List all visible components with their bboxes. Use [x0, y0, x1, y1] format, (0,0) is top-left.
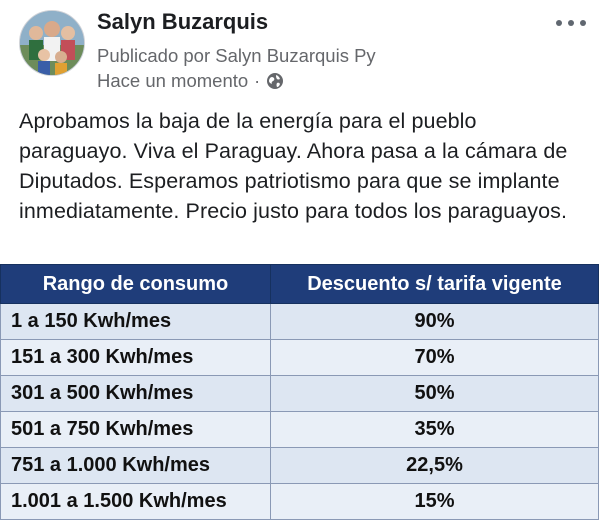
- discount-cell: 90%: [270, 303, 599, 340]
- discount-cell: 70%: [270, 339, 599, 376]
- post-meta: Hace un momento ·: [97, 70, 284, 92]
- avatar-photo: [20, 11, 84, 75]
- post-text: Aprobamos la baja de la energía para el …: [19, 109, 568, 223]
- discount-table-image: Rango de consumo Descuento s/ tarifa vig…: [0, 264, 600, 520]
- table-row: 151 a 300 Kwh/mes 70%: [0, 339, 599, 376]
- table-row: 301 a 500 Kwh/mes 50%: [0, 375, 599, 412]
- header-discount: Descuento s/ tarifa vigente: [270, 264, 599, 304]
- author-name[interactable]: Salyn Buzarquis: [97, 9, 269, 34]
- table-header-row: Rango de consumo Descuento s/ tarifa vig…: [0, 264, 599, 304]
- range-cell: 301 a 500 Kwh/mes: [0, 375, 271, 412]
- header-range: Rango de consumo: [0, 264, 271, 304]
- range-cell: 751 a 1.000 Kwh/mes: [0, 447, 271, 484]
- table-row: 1.001 a 1.500 Kwh/mes 15%: [0, 483, 599, 520]
- post-header: Salyn Buzarquis Publicado por Salyn Buza…: [0, 0, 600, 100]
- discount-table: Rango de consumo Descuento s/ tarifa vig…: [0, 264, 599, 520]
- discount-cell: 50%: [270, 375, 599, 412]
- globe-icon[interactable]: [266, 72, 284, 90]
- timestamp[interactable]: Hace un momento: [97, 70, 249, 91]
- range-cell: 151 a 300 Kwh/mes: [0, 339, 271, 376]
- discount-cell: 22,5%: [270, 447, 599, 484]
- discount-cell: 15%: [270, 483, 599, 520]
- published-by[interactable]: Publicado por Salyn Buzarquis Py: [97, 45, 376, 66]
- discount-cell: 35%: [270, 411, 599, 448]
- range-cell: 1 a 150 Kwh/mes: [0, 303, 271, 340]
- table-row: 501 a 750 Kwh/mes 35%: [0, 411, 599, 448]
- table-row: 1 a 150 Kwh/mes 90%: [0, 303, 599, 340]
- more-options-icon[interactable]: [556, 13, 586, 33]
- avatar[interactable]: [19, 10, 85, 76]
- range-cell: 501 a 750 Kwh/mes: [0, 411, 271, 448]
- table-row: 751 a 1.000 Kwh/mes 22,5%: [0, 447, 599, 484]
- range-cell: 1.001 a 1.500 Kwh/mes: [0, 483, 271, 520]
- separator-dot: ·: [254, 70, 261, 91]
